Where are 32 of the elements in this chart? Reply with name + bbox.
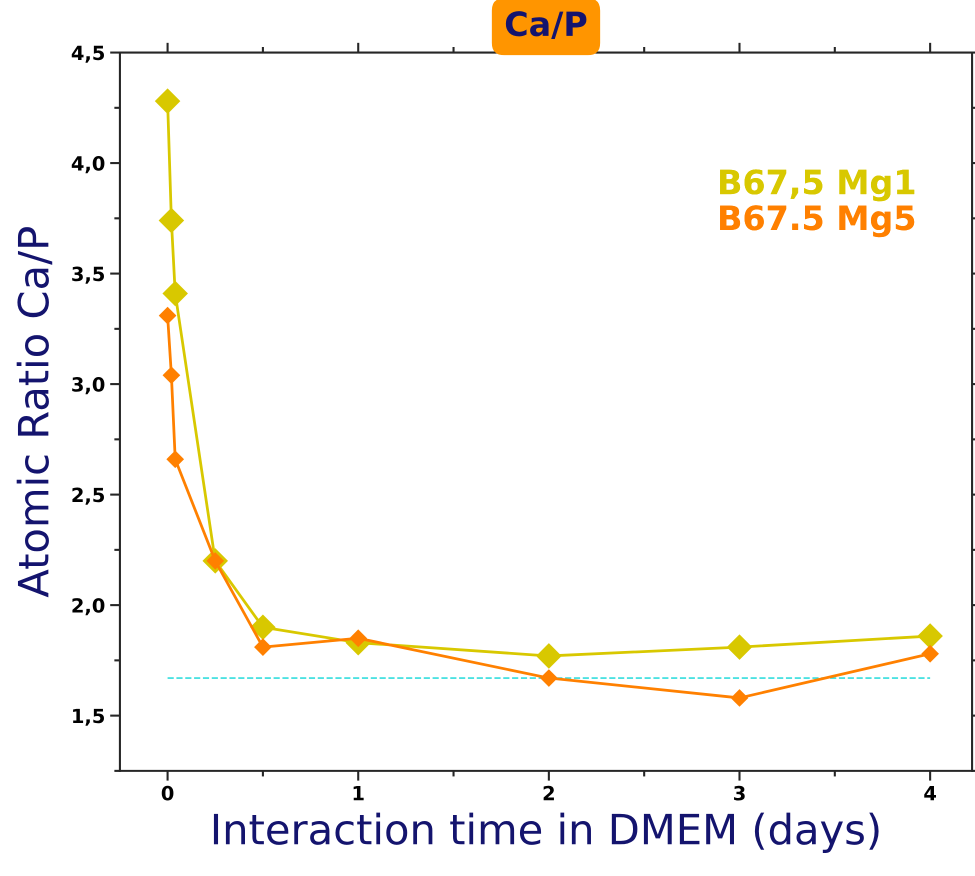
x-tick-label: 3 [734, 786, 745, 801]
point [158, 306, 176, 324]
text: B67,5 Mg1 [720, 169, 914, 202]
point [921, 644, 939, 663]
y-tick-label: 1,5 [73, 708, 104, 726]
point [166, 450, 184, 468]
point [540, 669, 558, 687]
point [154, 88, 180, 114]
point [162, 280, 188, 306]
x-tick-label: 0 [162, 786, 174, 801]
point [250, 614, 276, 640]
y-tick-label: 4,0 [72, 156, 104, 174]
y-tick-label: 3,0 [72, 377, 104, 394]
text: B67.5 Mg5 [720, 205, 914, 238]
point [917, 623, 943, 649]
y-tick-label: 3,5 [72, 266, 104, 284]
y-tick-label: 2,5 [72, 488, 104, 505]
x-tick-label: 1 [354, 786, 364, 800]
y-tick-label: 4,5 [72, 46, 104, 63]
point [726, 634, 752, 660]
point [158, 208, 184, 234]
point [349, 629, 368, 648]
x-tick-label: 4 [924, 786, 936, 800]
y-axis-title: Atomic Ratio Ca/P [16, 227, 52, 598]
x-tick-label: 2 [544, 786, 554, 800]
point [254, 638, 272, 656]
y-tick-label: 2,0 [72, 598, 104, 616]
point [536, 643, 562, 669]
x-axis-title: Interaction time in DMEM (days) [214, 812, 879, 853]
point [730, 689, 748, 707]
point [162, 366, 180, 384]
chart-title: Ca/P [506, 11, 586, 39]
